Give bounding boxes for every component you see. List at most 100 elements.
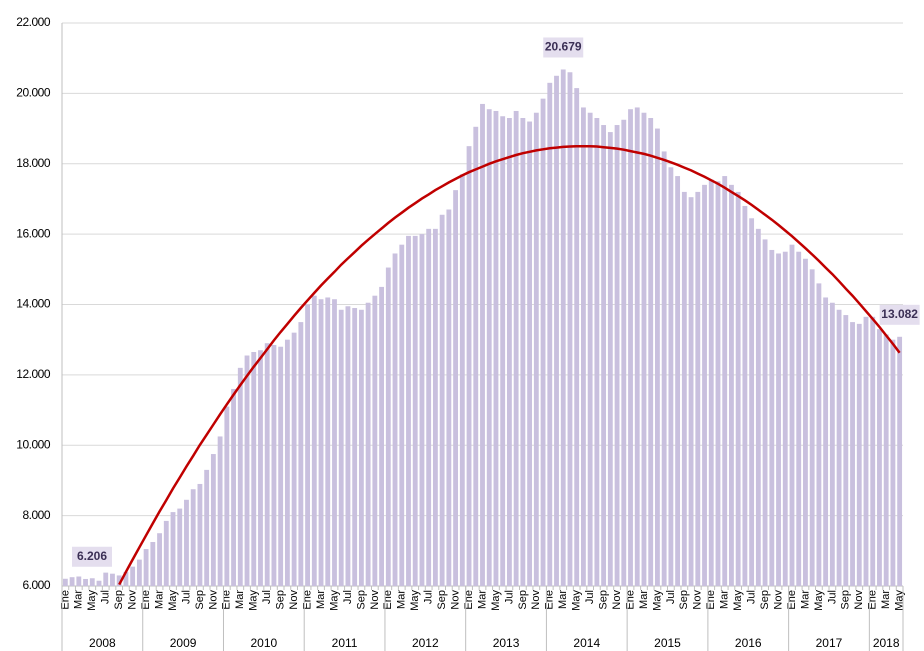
- bar: [863, 316, 869, 586]
- bar: [715, 181, 721, 586]
- bar: [110, 573, 115, 586]
- x-tick-label: Ene: [463, 590, 475, 610]
- bar: [399, 244, 405, 586]
- y-tick-label: 22.000: [16, 15, 51, 29]
- bar: [762, 239, 768, 586]
- bar: [385, 267, 391, 586]
- y-tick-label: 6.000: [22, 578, 50, 592]
- bar: [224, 406, 230, 586]
- x-tick-label: Jul: [180, 590, 192, 604]
- x-tick-label: Ene: [140, 590, 152, 610]
- bar: [325, 297, 331, 586]
- bar: [338, 309, 344, 586]
- x-tick-label: May: [732, 590, 744, 611]
- bar: [332, 299, 337, 586]
- bar: [628, 109, 633, 586]
- bar: [587, 112, 593, 587]
- bar: [103, 572, 109, 586]
- bar: [560, 69, 566, 587]
- x-tick-label: Nov: [772, 590, 784, 610]
- bar: [742, 205, 748, 586]
- bar: [459, 174, 465, 586]
- x-tick-label: Nov: [288, 590, 300, 610]
- bar: [688, 197, 694, 586]
- bar: [648, 118, 654, 586]
- bar: [412, 235, 418, 586]
- x-tick-label: Mar: [476, 590, 488, 609]
- bar: [829, 302, 835, 586]
- x-tick-label: May: [409, 590, 421, 611]
- year-label: 2012: [412, 636, 439, 650]
- x-tick-label: Nov: [853, 590, 865, 610]
- bar: [143, 549, 149, 586]
- bar: [89, 578, 95, 586]
- x-tick-label: May: [894, 590, 906, 611]
- bar: [231, 388, 236, 586]
- data-label-box: [879, 304, 920, 325]
- bar: [204, 469, 210, 586]
- x-tick-label: May: [490, 590, 502, 611]
- x-tick-label: Nov: [611, 590, 623, 610]
- bar: [803, 258, 808, 586]
- bar: [500, 116, 506, 586]
- x-tick-label: Mar: [315, 590, 327, 609]
- x-tick-label: Mar: [396, 590, 408, 609]
- data-label: 13.082: [881, 307, 918, 321]
- bar: [453, 190, 459, 586]
- bar: [264, 343, 270, 586]
- bar: [311, 295, 317, 586]
- bar: [258, 350, 263, 586]
- bar: [816, 283, 822, 586]
- bar: [210, 454, 216, 586]
- bar: [708, 179, 714, 586]
- y-tick-label: 14.000: [16, 297, 51, 311]
- bar: [76, 576, 82, 586]
- data-label-box: [543, 37, 584, 58]
- bar: [157, 533, 162, 586]
- x-tick-label: Nov: [692, 590, 704, 610]
- trend-line: [118, 144, 901, 586]
- year-label: 2010: [250, 636, 277, 650]
- y-tick-label: 20.000: [16, 86, 51, 100]
- bar: [877, 329, 882, 586]
- x-tick-label: Jul: [584, 590, 596, 604]
- bar: [513, 110, 519, 586]
- x-tick-label: May: [571, 590, 583, 611]
- bar: [554, 75, 559, 586]
- data-label-box: [72, 546, 112, 567]
- bar: [318, 299, 324, 586]
- x-tick-label: Sep: [113, 590, 125, 610]
- x-tick-label: Sep: [678, 590, 690, 610]
- bar: [796, 251, 802, 586]
- bar: [668, 167, 674, 587]
- x-tick-label: Ene: [221, 590, 233, 610]
- bar: [177, 508, 183, 586]
- y-tick-label: 8.000: [22, 508, 50, 522]
- bar: [69, 577, 75, 586]
- bar: [439, 214, 445, 586]
- bar: [870, 316, 876, 586]
- y-tick-label: 16.000: [16, 226, 51, 240]
- bar: [190, 489, 196, 586]
- year-label: 2016: [735, 636, 762, 650]
- bar: [655, 128, 660, 586]
- x-tick-label: Ene: [786, 590, 798, 610]
- bar: [352, 308, 358, 586]
- bar: [345, 306, 351, 586]
- bar: [446, 209, 452, 586]
- x-tick-label: Nov: [449, 590, 461, 610]
- bar: [527, 121, 533, 587]
- bar: [856, 323, 862, 586]
- x-tick-label: Sep: [759, 590, 771, 610]
- bar: [136, 559, 142, 586]
- year-label: 2017: [816, 636, 843, 650]
- bar: [580, 107, 586, 586]
- x-tick-label: Ene: [301, 590, 313, 610]
- bar: [769, 249, 775, 586]
- x-tick-label: Jul: [261, 590, 273, 604]
- y-tick-label: 12.000: [16, 367, 51, 381]
- bar: [271, 344, 277, 586]
- bar: [695, 191, 701, 586]
- bar: [823, 297, 829, 586]
